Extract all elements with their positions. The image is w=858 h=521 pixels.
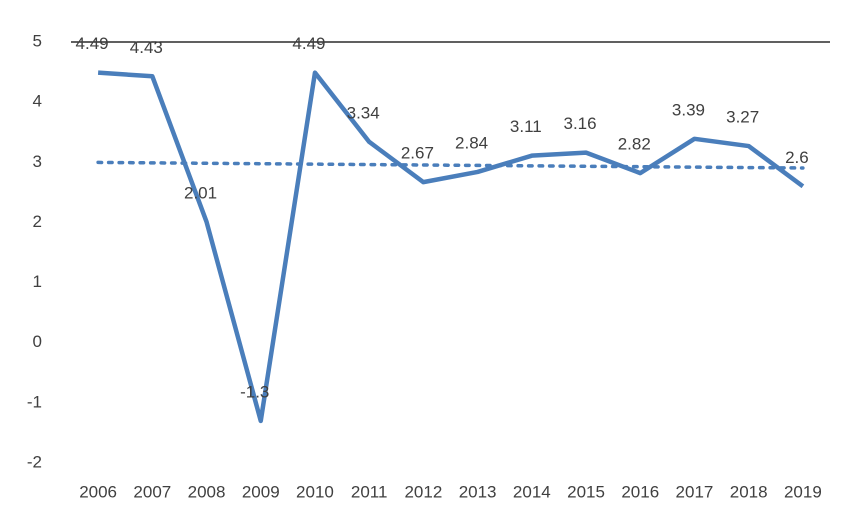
data-label: -1.3 [240, 382, 269, 401]
data-label: 4.49 [292, 34, 325, 53]
x-tick-label: 2014 [513, 482, 551, 501]
data-label: 4.49 [76, 34, 109, 53]
y-tick-label: -1 [27, 392, 42, 411]
x-tick-label: 2019 [784, 482, 822, 501]
y-tick-label: 0 [33, 332, 42, 351]
data-label: 2.6 [785, 148, 809, 167]
x-tick-label: 2013 [459, 482, 497, 501]
data-label: 2.84 [455, 133, 488, 152]
data-label: 3.11 [510, 117, 542, 136]
data-label: 2.01 [184, 183, 217, 202]
x-tick-label: 2016 [621, 482, 659, 501]
x-tick-label: 2008 [188, 482, 226, 501]
data-label: 3.27 [726, 108, 759, 127]
x-tick-label: 2006 [79, 482, 117, 501]
x-tick-label: 2012 [404, 482, 442, 501]
data-label: 4.43 [130, 38, 163, 57]
x-tick-label: 2011 [351, 482, 388, 501]
data-label: 3.16 [563, 114, 596, 133]
x-tick-label: 2017 [676, 482, 714, 501]
x-tick-label: 2015 [567, 482, 605, 501]
data-line [98, 73, 803, 421]
data-label: 2.82 [618, 135, 651, 154]
x-tick-label: 2010 [296, 482, 334, 501]
y-tick-label: -2 [27, 452, 42, 471]
y-tick-label: 1 [33, 272, 42, 291]
x-tick-label: 2007 [133, 482, 171, 501]
data-label: 3.34 [347, 103, 380, 122]
data-label: 2.67 [401, 144, 434, 163]
data-label: 3.39 [672, 100, 705, 119]
x-tick-label: 2018 [730, 482, 768, 501]
chart: -2 -1 0 1 2 3 4 5 2006 2007 2008 2009 2010 2011 2012 20… [0, 0, 858, 516]
x-tick-label: 2009 [242, 482, 280, 501]
y-tick-label: 2 [33, 212, 42, 231]
y-tick-label: 3 [33, 152, 42, 171]
y-tick-label: 5 [33, 31, 42, 50]
y-tick-label: 4 [33, 92, 42, 111]
trend-line [98, 162, 803, 168]
